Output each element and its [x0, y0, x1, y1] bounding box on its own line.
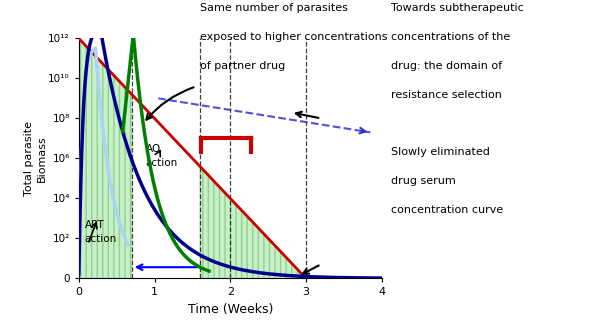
Text: concentrations of the: concentrations of the [391, 32, 510, 42]
Text: AQ: AQ [145, 144, 161, 155]
Text: resistance selection: resistance selection [391, 90, 502, 100]
Text: drug serum: drug serum [391, 176, 456, 186]
Text: action: action [85, 234, 117, 244]
Y-axis label: Total parasite
Biomass: Total parasite Biomass [24, 121, 47, 196]
Text: Slowly eliminated: Slowly eliminated [391, 147, 490, 157]
Text: of partner drug: of partner drug [200, 61, 285, 71]
Text: action: action [145, 158, 178, 168]
Text: exposed to higher concentrations: exposed to higher concentrations [200, 32, 387, 42]
Text: concentration curve: concentration curve [391, 205, 503, 215]
Text: Towards subtherapeutic: Towards subtherapeutic [391, 3, 524, 13]
Text: ART: ART [85, 220, 105, 230]
Text: Same number of parasites: Same number of parasites [200, 3, 348, 13]
Text: drug: the domain of: drug: the domain of [391, 61, 502, 71]
X-axis label: Time (Weeks): Time (Weeks) [188, 303, 273, 316]
